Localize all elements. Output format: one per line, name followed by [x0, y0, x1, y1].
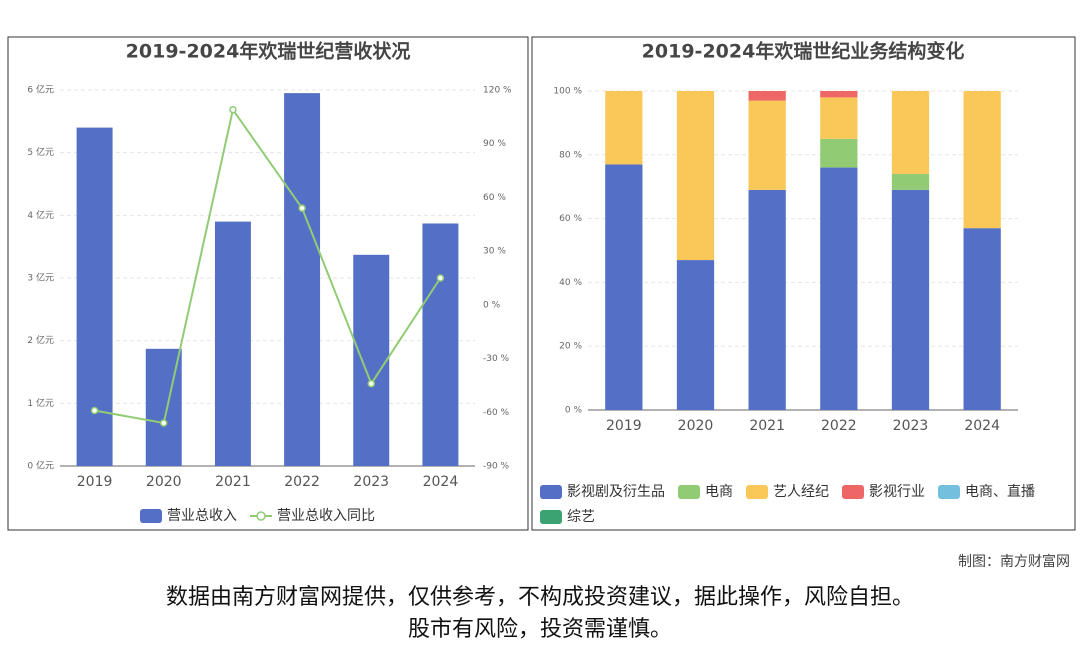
credit: 制图：南方财富网	[958, 553, 1070, 570]
bar-segment	[820, 97, 858, 139]
point	[160, 419, 168, 427]
x-tick-label: 2019	[77, 474, 113, 490]
x-tick-label: 2021	[215, 474, 251, 490]
y2-tick-label: 120 %	[483, 86, 512, 96]
y-tick-label: 3 亿元	[27, 272, 54, 284]
panel-frame	[7, 36, 529, 531]
x-tick-label: 2022	[284, 474, 320, 490]
y-tick-label: 20 %	[559, 342, 582, 352]
point	[436, 274, 445, 282]
bar-segment	[820, 138, 858, 168]
bar-segment	[676, 91, 715, 261]
point	[229, 105, 237, 114]
y2-tick-label: 30 %	[483, 247, 506, 257]
y-tick-label: 2 亿元	[27, 334, 54, 346]
y-tick-label: 40 %	[559, 278, 582, 288]
legend-label: 影视剧及衍生品	[567, 484, 665, 500]
legend-symbol	[540, 485, 562, 499]
y-tick-label: 0 %	[565, 406, 583, 416]
y-tick-label: 100 %	[553, 87, 582, 97]
point	[90, 406, 99, 415]
bar-segment	[891, 91, 930, 174]
point	[298, 204, 306, 212]
x-tick-label: 2020	[146, 474, 182, 490]
bar-segment	[605, 91, 643, 165]
x-tick-label: 2023	[353, 474, 389, 490]
x-tick-label: 2020	[678, 418, 714, 434]
legend-label: 营业总收入同比	[277, 508, 375, 524]
x-tick-label: 2019	[606, 418, 642, 434]
legend-label: 营业总收入	[167, 508, 237, 524]
x-tick-label: 2023	[893, 418, 929, 434]
bar-segment	[748, 100, 786, 190]
bar-segment	[820, 91, 858, 98]
legend-symbol	[842, 485, 864, 499]
y2-tick-label: 60 %	[483, 193, 506, 203]
bar	[214, 221, 251, 466]
bar	[422, 223, 459, 466]
bar-segment	[963, 228, 1001, 410]
legend-label: 电商、直播	[965, 483, 1035, 500]
disclaimer: 股市有风险，投资需谨慎。	[408, 617, 672, 642]
bar-segment	[891, 189, 930, 410]
y-tick-label: 80 %	[559, 150, 582, 160]
bar-segment	[963, 91, 1001, 229]
panel-frame	[531, 36, 1076, 531]
line	[94, 107, 442, 425]
legend-label: 艺人经纪	[773, 484, 829, 500]
bar-segment	[748, 189, 786, 410]
y2-tick-label: -60 %	[483, 408, 510, 418]
legend-symbol	[540, 510, 562, 524]
bar	[76, 127, 113, 466]
legend-label: 影视行业	[869, 484, 925, 500]
y-tick-label: 60 %	[559, 214, 582, 224]
bar-segment	[891, 173, 930, 190]
y-tick-label: 1 亿元	[27, 397, 54, 409]
point	[367, 379, 375, 388]
y2-tick-label: 0 %	[483, 300, 501, 310]
bar-segment	[605, 164, 643, 410]
y-tick-label: 0 亿元	[27, 460, 54, 472]
legend-label: 电商	[705, 484, 733, 500]
disclaimer: 数据由南方财富网提供，仅供参考，不构成投资建议，据此操作，风险自担。	[166, 585, 914, 610]
bar-segment	[748, 91, 786, 101]
legend-symbol	[256, 511, 266, 521]
y2-tick-label: -90 %	[483, 462, 510, 472]
y2-tick-label: 90 %	[483, 139, 506, 149]
x-tick-label: 2021	[749, 418, 785, 434]
bar	[284, 93, 321, 466]
y2-tick-label: -30 %	[483, 354, 510, 364]
legend-symbol	[678, 485, 700, 499]
chart-title: 2019-2024年欢瑞世纪营收状况	[126, 40, 411, 63]
y-tick-label: 6 亿元	[27, 84, 54, 96]
y-tick-label: 4 亿元	[27, 209, 54, 221]
legend-symbol	[938, 485, 960, 499]
bar-segment	[676, 260, 715, 410]
bar-segment	[820, 167, 858, 410]
x-tick-label: 2024	[964, 418, 1000, 434]
legend-label: 综艺	[567, 509, 595, 525]
x-tick-label: 2022	[821, 418, 857, 434]
y-tick-label: 5 亿元	[27, 146, 54, 158]
legend-symbol	[746, 485, 768, 499]
chart-title: 2019-2024年欢瑞世纪业务结构变化	[642, 40, 965, 63]
x-tick-label: 2024	[423, 474, 459, 490]
legend-symbol	[140, 509, 162, 523]
bar	[353, 254, 390, 466]
